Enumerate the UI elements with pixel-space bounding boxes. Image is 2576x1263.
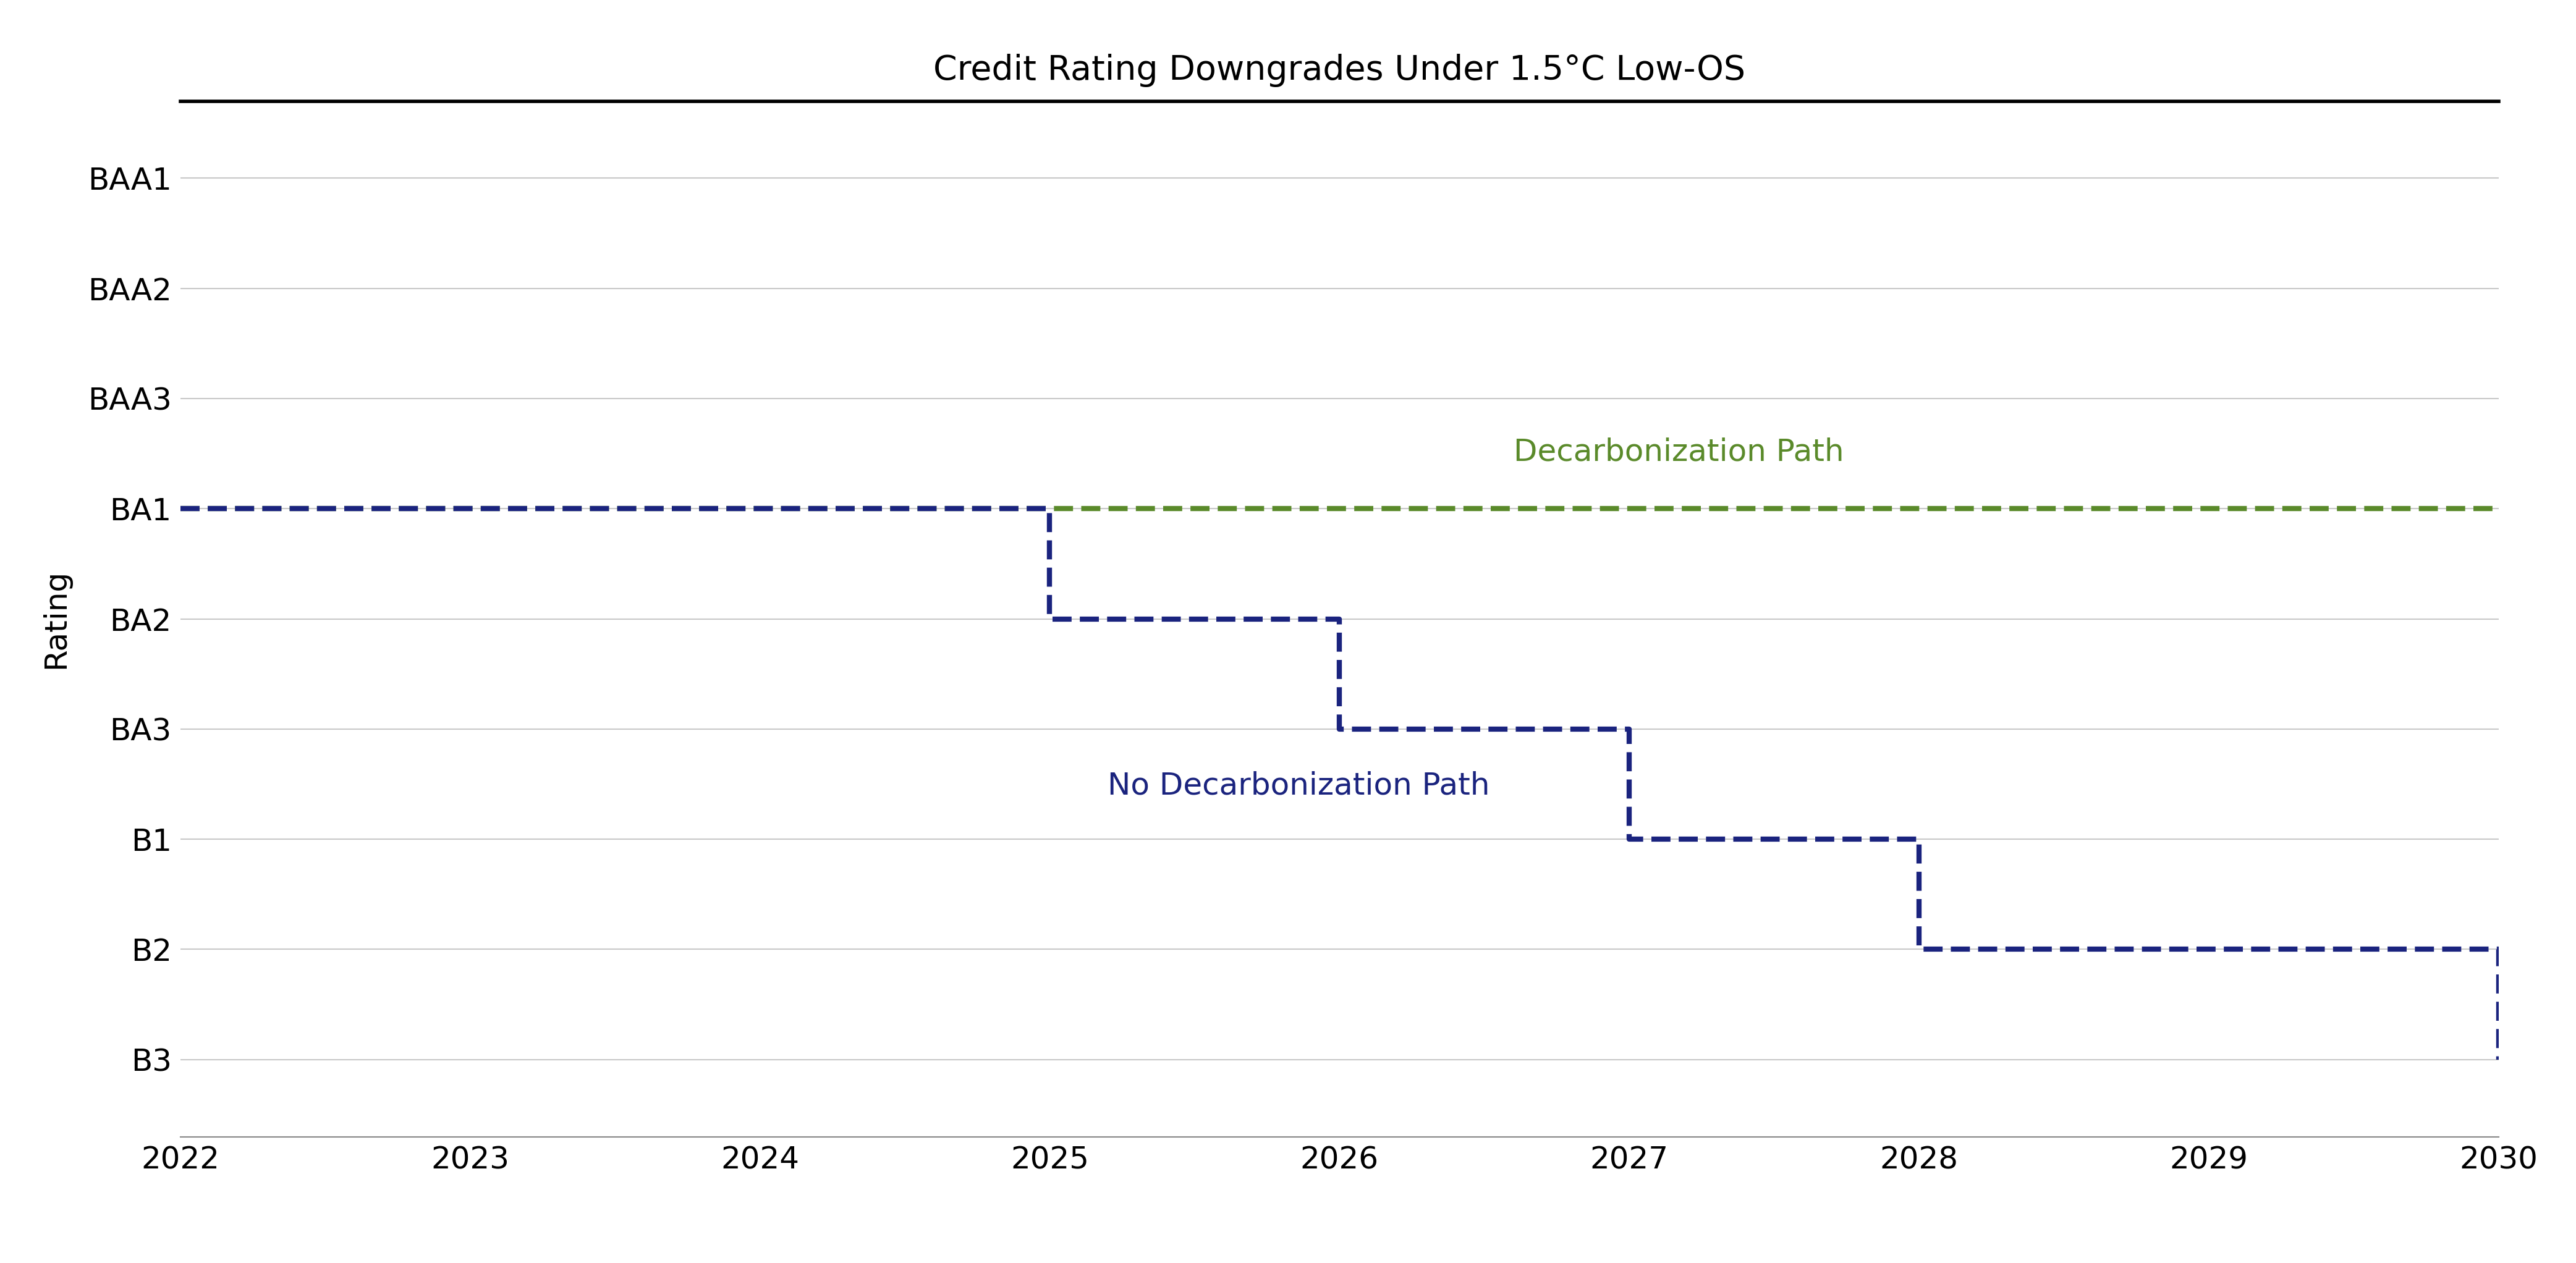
Text: Decarbonization Path: Decarbonization Path bbox=[1512, 437, 1844, 467]
Title: Credit Rating Downgrades Under 1.5°C Low-OS: Credit Rating Downgrades Under 1.5°C Low… bbox=[933, 53, 1747, 87]
Y-axis label: Rating: Rating bbox=[41, 570, 70, 668]
Text: No Decarbonization Path: No Decarbonization Path bbox=[1108, 770, 1489, 801]
